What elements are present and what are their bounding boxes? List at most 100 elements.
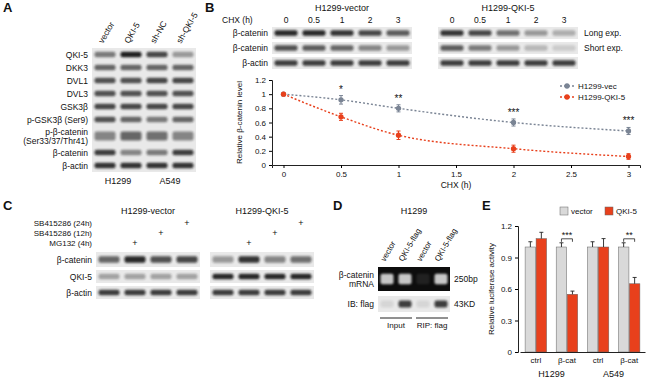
blot-row [92, 126, 196, 146]
tick-mark [269, 151, 272, 152]
blot-lane [328, 27, 356, 39]
blot-lane [118, 74, 144, 87]
bar [587, 247, 598, 352]
blot-band [303, 30, 326, 35]
blot-lane [92, 74, 118, 87]
blot-lane [494, 27, 522, 39]
blot-lane [210, 286, 236, 299]
treatment-mark: + [246, 238, 251, 248]
blot-row [272, 27, 578, 39]
tick: β-cat [620, 352, 639, 365]
blot-lane [466, 57, 494, 69]
tick-label: β-cat [620, 356, 639, 365]
blot-lane [522, 57, 550, 69]
blot-row [92, 146, 196, 159]
axis-line [515, 227, 519, 353]
treatment-mark: + [132, 238, 137, 248]
blot-lane [144, 74, 170, 87]
blot-band [99, 290, 120, 296]
blot-lane [378, 296, 396, 312]
tick-mark [456, 165, 457, 168]
blot-lane [144, 126, 170, 146]
blot-band [173, 78, 194, 84]
blot-band [121, 91, 142, 97]
tick-mark [269, 165, 272, 166]
group-label: H1299-QKI-5 [481, 3, 534, 13]
error-bar [602, 239, 606, 247]
tick: 1.2 [501, 222, 518, 231]
blot-band [147, 150, 168, 156]
blot-band [177, 274, 198, 280]
figure: ABCDEvectorQKI-5sh-NCsh-QKI-5QKI-5DKK3DV… [0, 0, 650, 392]
row-note: Short exp. [584, 43, 623, 53]
blot-row [96, 252, 314, 267]
legend: vectorQKI-5 [560, 207, 637, 216]
blot-band [239, 256, 260, 263]
blot-lane [92, 100, 118, 113]
blot-lane [522, 42, 550, 54]
blot-lane [328, 57, 356, 69]
tick: 0.9 [501, 254, 518, 263]
group-label: H1299 [105, 176, 132, 186]
x-axis: ctrlβ-catctrlβ-cat [521, 352, 646, 365]
blot-band [173, 117, 194, 123]
bar [618, 247, 629, 352]
marker [396, 106, 401, 111]
tick-label: 3 [627, 170, 632, 179]
blot-lane [414, 296, 432, 312]
bar [536, 239, 547, 352]
tick-label: 0.6 [255, 119, 267, 128]
blot-lane [494, 57, 522, 69]
blot-row [92, 159, 196, 172]
annotation: * [339, 84, 343, 95]
blot-band [95, 117, 116, 123]
blot-band [441, 60, 464, 65]
group-label: H1299 [538, 369, 565, 379]
blot-row [378, 267, 450, 291]
row-label: β-catenin [53, 148, 88, 158]
blot-band [399, 300, 412, 307]
blot-lane [414, 267, 432, 291]
blot-band [151, 274, 172, 280]
tick-label: 0.6 [501, 285, 513, 294]
blot-lane [356, 27, 384, 39]
lane-label: 0 [284, 15, 289, 25]
blot-lane [396, 267, 414, 291]
tick-label: 0 [508, 348, 513, 357]
tick-label: 0 [282, 170, 287, 179]
blot-band [173, 91, 194, 97]
row-label: QKI-5 [66, 50, 88, 60]
blot-band [95, 132, 116, 141]
treatment-mark: + [298, 218, 303, 228]
blot-band [121, 52, 142, 58]
row-label: mRNA [349, 279, 374, 289]
axis-title: Relative luciferase activity [487, 243, 496, 335]
blot-band [359, 60, 382, 65]
error-bar [591, 242, 595, 247]
series-line [284, 94, 629, 156]
blot-lane [288, 252, 314, 267]
blot-band [497, 60, 520, 65]
tick-label: 1.5 [451, 170, 463, 179]
tick-mark [514, 165, 515, 168]
plot-area [281, 92, 631, 160]
annotation: ** [395, 93, 403, 104]
tick-label: 0 [262, 161, 267, 170]
row-label: (Ser33/37/Thr41) [23, 136, 88, 146]
blot-band [553, 45, 576, 50]
blot-band [147, 163, 168, 169]
blot-lane [118, 159, 144, 172]
blot-lane [272, 57, 300, 69]
group-label: A549 [159, 176, 180, 186]
tick-label: 2.5 [566, 170, 578, 179]
blot-lane [466, 42, 494, 54]
blot-band [121, 117, 142, 123]
blot-lane [170, 113, 196, 126]
blot-lane [300, 57, 328, 69]
blot-band [275, 30, 298, 35]
blot-lane [288, 270, 314, 283]
lane-label: sh-NC [148, 19, 169, 45]
error-bar [627, 154, 631, 160]
blot-lane [174, 252, 200, 267]
axis-title: Relative β-catenin level [235, 81, 244, 164]
